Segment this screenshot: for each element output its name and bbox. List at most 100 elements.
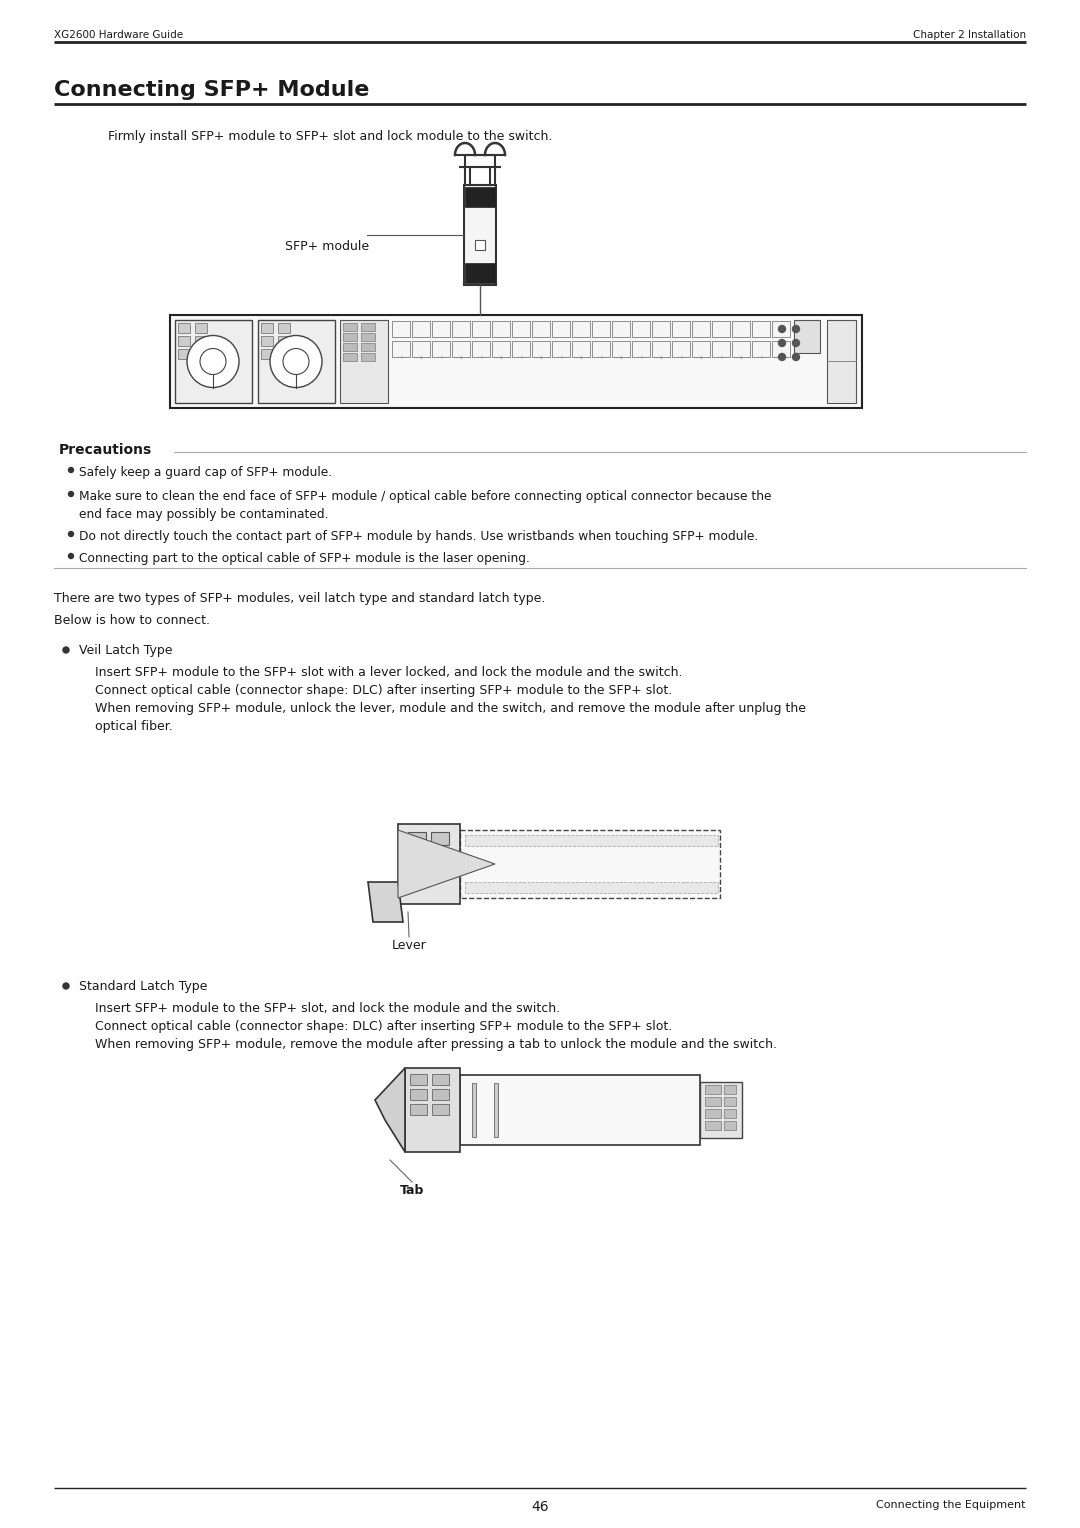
Polygon shape: [170, 315, 862, 408]
Polygon shape: [772, 321, 789, 338]
Circle shape: [779, 325, 785, 333]
Polygon shape: [732, 321, 750, 338]
Circle shape: [68, 468, 73, 472]
Text: A: A: [500, 356, 502, 361]
Polygon shape: [460, 830, 720, 898]
Polygon shape: [178, 336, 190, 345]
Polygon shape: [632, 341, 650, 358]
Polygon shape: [592, 321, 610, 338]
Polygon shape: [492, 321, 510, 338]
Polygon shape: [278, 322, 291, 333]
Polygon shape: [672, 321, 690, 338]
Text: A: A: [540, 356, 542, 361]
Polygon shape: [465, 834, 718, 847]
Polygon shape: [772, 341, 789, 358]
Polygon shape: [552, 321, 570, 338]
Polygon shape: [724, 1097, 735, 1106]
Polygon shape: [712, 341, 730, 358]
Polygon shape: [612, 321, 630, 338]
Polygon shape: [392, 341, 410, 358]
Text: A: A: [700, 356, 702, 361]
Polygon shape: [612, 341, 630, 358]
Polygon shape: [195, 322, 207, 333]
Polygon shape: [453, 321, 470, 338]
Circle shape: [270, 336, 322, 388]
Text: Make sure to clean the end face of SFP+ module / optical cable before connecting: Make sure to clean the end face of SFP+ …: [79, 490, 771, 503]
Text: SFP+ module: SFP+ module: [285, 240, 369, 254]
Polygon shape: [408, 850, 426, 862]
Polygon shape: [432, 1105, 449, 1115]
Polygon shape: [705, 1122, 721, 1131]
Polygon shape: [460, 1076, 700, 1144]
Polygon shape: [431, 850, 449, 862]
Polygon shape: [278, 336, 291, 345]
Text: Precautions: Precautions: [59, 443, 152, 457]
Text: Firmly install SFP+ module to SFP+ slot and lock module to the switch.: Firmly install SFP+ module to SFP+ slot …: [108, 130, 552, 144]
Polygon shape: [552, 341, 570, 358]
Polygon shape: [692, 341, 710, 358]
Polygon shape: [361, 353, 375, 361]
Polygon shape: [195, 348, 207, 359]
Polygon shape: [453, 341, 470, 358]
Text: When removing SFP+ module, remove the module after pressing a tab to unlock the : When removing SFP+ module, remove the mo…: [95, 1038, 777, 1051]
Polygon shape: [411, 341, 430, 358]
Polygon shape: [705, 1097, 721, 1106]
Polygon shape: [410, 1074, 427, 1085]
Polygon shape: [261, 322, 273, 333]
Polygon shape: [343, 353, 357, 361]
Text: Do not directly touch the contact part of SFP+ module by hands. Use wristbands w: Do not directly touch the contact part o…: [79, 530, 758, 542]
Polygon shape: [178, 322, 190, 333]
Polygon shape: [475, 240, 485, 251]
Text: A: A: [620, 356, 622, 361]
Text: A: A: [460, 356, 462, 361]
Polygon shape: [732, 341, 750, 358]
Circle shape: [779, 353, 785, 361]
Polygon shape: [361, 322, 375, 332]
Polygon shape: [492, 341, 510, 358]
Text: A: A: [740, 356, 742, 361]
Polygon shape: [258, 319, 335, 403]
Text: Lever: Lever: [392, 940, 427, 952]
Polygon shape: [432, 341, 450, 358]
Circle shape: [68, 553, 73, 559]
Circle shape: [779, 339, 785, 347]
Text: optical fiber.: optical fiber.: [95, 720, 173, 733]
Circle shape: [68, 532, 73, 536]
Circle shape: [63, 983, 69, 989]
Text: Y: Y: [519, 356, 522, 361]
Polygon shape: [411, 321, 430, 338]
Circle shape: [63, 646, 69, 652]
Text: Connect optical cable (connector shape: DLC) after inserting SFP+ module to the : Connect optical cable (connector shape: …: [95, 1021, 672, 1033]
Polygon shape: [261, 348, 273, 359]
Polygon shape: [195, 336, 207, 345]
Polygon shape: [652, 321, 670, 338]
Text: Y: Y: [480, 356, 482, 361]
Polygon shape: [752, 341, 770, 358]
Polygon shape: [652, 341, 670, 358]
Polygon shape: [692, 321, 710, 338]
Polygon shape: [343, 322, 357, 332]
Polygon shape: [175, 319, 252, 403]
Text: Y: Y: [720, 356, 723, 361]
Polygon shape: [724, 1085, 735, 1094]
Polygon shape: [432, 1089, 449, 1100]
Polygon shape: [700, 1082, 742, 1138]
Polygon shape: [361, 342, 375, 351]
Polygon shape: [494, 1083, 498, 1137]
Text: Connecting SFP+ Module: Connecting SFP+ Module: [54, 79, 369, 99]
Polygon shape: [361, 333, 375, 341]
Polygon shape: [724, 1109, 735, 1118]
Polygon shape: [392, 321, 410, 338]
Polygon shape: [399, 830, 495, 898]
Polygon shape: [340, 319, 388, 403]
Text: Y: Y: [760, 356, 762, 361]
Polygon shape: [375, 1068, 405, 1152]
Circle shape: [793, 353, 799, 361]
Text: A: A: [420, 356, 422, 361]
Text: Connect optical cable (connector shape: DLC) after inserting SFP+ module to the : Connect optical cable (connector shape: …: [95, 685, 672, 697]
Text: A: A: [580, 356, 582, 361]
Text: Y: Y: [640, 356, 643, 361]
Polygon shape: [464, 185, 496, 286]
Text: Connecting the Equipment: Connecting the Equipment: [877, 1500, 1026, 1510]
Text: A: A: [660, 356, 662, 361]
